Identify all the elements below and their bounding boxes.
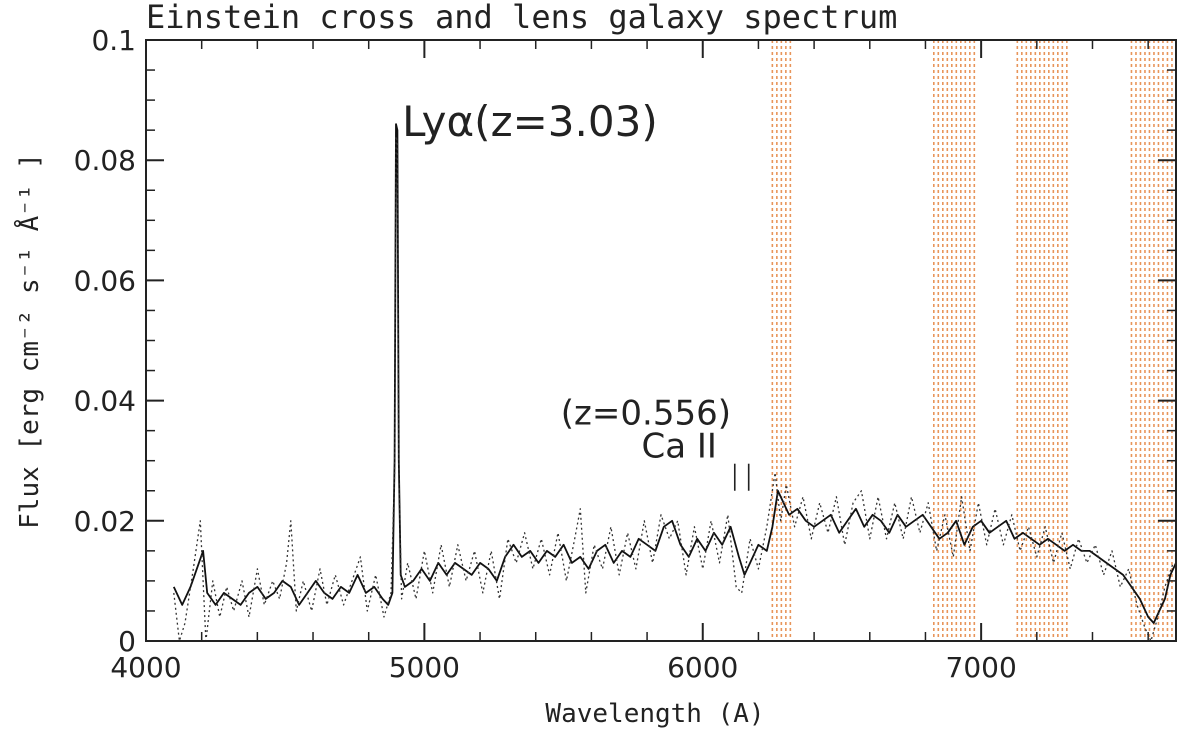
series-line-solid: [172, 123, 1177, 624]
y-tick-label: 0.1: [91, 24, 136, 57]
spectrum-series: [172, 123, 1177, 642]
y-tick-label: 0.02: [74, 505, 136, 538]
annotation-label: (z=0.556): [561, 394, 731, 434]
annotation-label: Ca II: [642, 427, 717, 467]
y-axis-label: Flux [erg cm⁻² s⁻¹ Å⁻¹ ]: [13, 153, 45, 529]
x-tick-label: 5000: [389, 651, 460, 684]
x-axis-label: Wavelength (A): [545, 699, 764, 729]
annotations: Lyα(z=3.03) (z=0.556)Ca II: [402, 97, 731, 467]
series-line-dotted: [173, 135, 1174, 642]
line-markers: [733, 463, 750, 491]
y-tick-label: 0: [118, 625, 136, 658]
y-tick-label: 0.08: [74, 144, 136, 177]
x-tick-label: 7000: [946, 651, 1017, 684]
telluric-band-4: [1130, 40, 1173, 641]
telluric-band-3: [1016, 40, 1068, 641]
annotation-label: Lyα(z=3.03): [402, 97, 658, 146]
axis-ticks: 4000 5000 6000 7000 0 0.02 0.04 0.06 0.08 0.1: [74, 24, 1176, 684]
telluric-bands: [771, 40, 1173, 641]
x-tick-label: 6000: [667, 651, 738, 684]
telluric-band-1: [771, 40, 792, 641]
y-tick-label: 0.06: [74, 264, 136, 297]
x-tick-label: 4000: [110, 651, 181, 684]
chart-title: Einstein cross and lens galaxy spectrum: [146, 0, 897, 36]
y-tick-label: 0.04: [74, 385, 136, 418]
